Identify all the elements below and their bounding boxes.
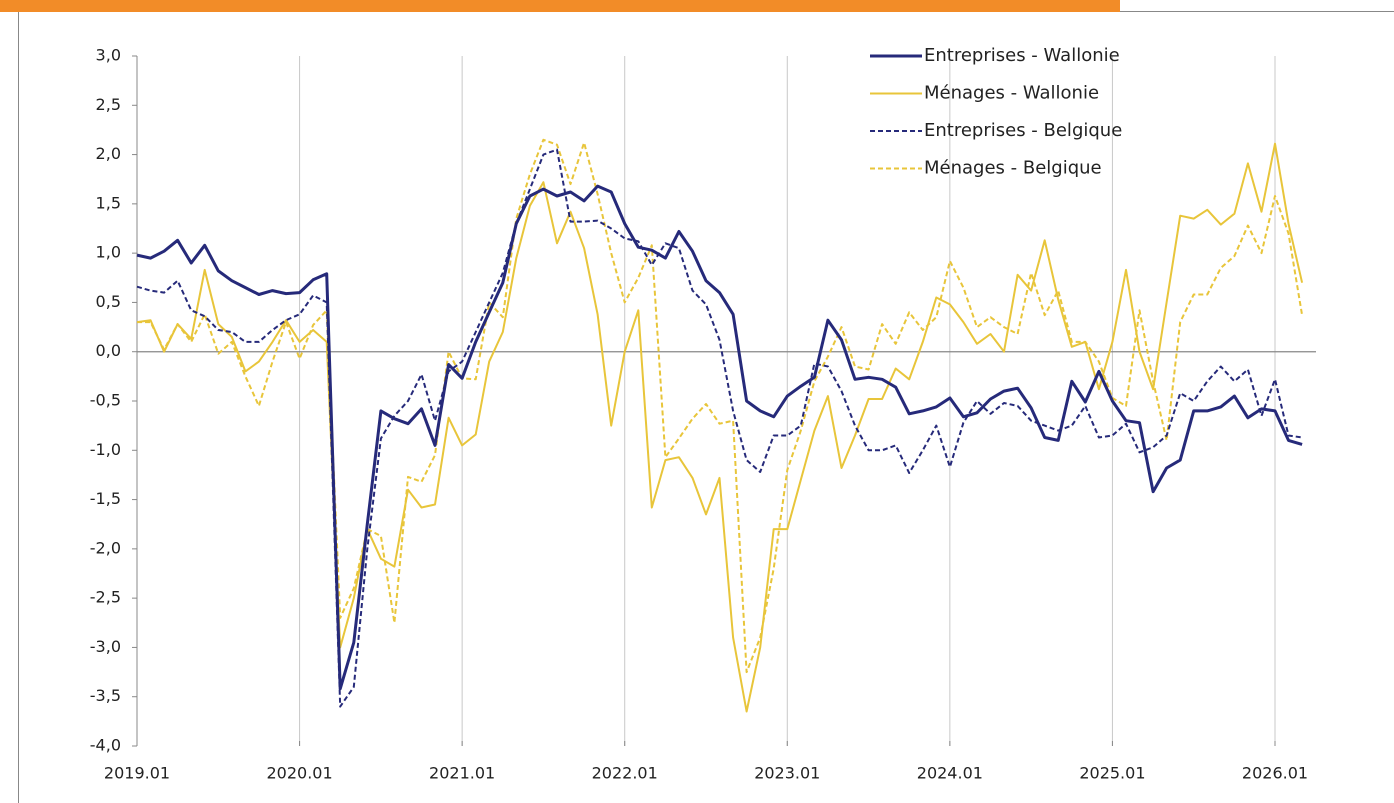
y-tick-label: 0,0 <box>96 341 121 360</box>
legend-label: Ménages - Wallonie <box>924 83 1099 104</box>
legend-label: Entreprises - Belgique <box>924 120 1122 141</box>
y-tick-label: -2,0 <box>90 538 121 557</box>
x-tick-label: 2020.01 <box>266 764 332 783</box>
y-tick-label: 3,0 <box>96 46 121 65</box>
y-tick-label: 1,5 <box>96 193 121 212</box>
legend-label: Entreprises - Wallonie <box>924 45 1120 66</box>
x-tick-label: 2023.01 <box>754 764 820 783</box>
x-tick-label: 2026.01 <box>1242 764 1308 783</box>
y-tick-label: -1,0 <box>90 440 121 459</box>
y-tick-label: 2,0 <box>96 144 121 163</box>
y-tick-label: -0,5 <box>90 391 121 410</box>
header-bar <box>0 0 1120 12</box>
legend-label: Ménages - Belgique <box>924 158 1102 179</box>
series-line <box>136 184 1303 691</box>
legend: Entreprises - Wallonie Ménages - Wallonie… <box>870 45 1122 179</box>
x-tick-label: 2022.01 <box>592 764 658 783</box>
grid: 2019.01 2020.01 2021.01 2022.01 2023.01 2024.… <box>90 46 1316 783</box>
y-tick-label: -1,5 <box>90 489 121 508</box>
x-tick-label: 2021.01 <box>429 764 495 783</box>
y-tick-label: -2,5 <box>90 588 121 607</box>
y-tick-label: 0,5 <box>96 292 121 311</box>
x-tick-label: 2019.01 <box>104 764 170 783</box>
series-line <box>136 142 1304 713</box>
series-line <box>137 138 1304 674</box>
y-tick-label: 1,0 <box>96 243 121 262</box>
x-tick-label: 2024.01 <box>917 764 983 783</box>
y-tick-label: 2,5 <box>96 95 121 114</box>
y-tick-label: -3,0 <box>90 637 121 656</box>
y-tick-label: -3,5 <box>90 686 121 705</box>
plot <box>136 138 1304 713</box>
y-tick-label: -4,0 <box>90 736 121 755</box>
x-tick-label: 2025.01 <box>1079 764 1145 783</box>
series-line <box>136 148 1303 708</box>
